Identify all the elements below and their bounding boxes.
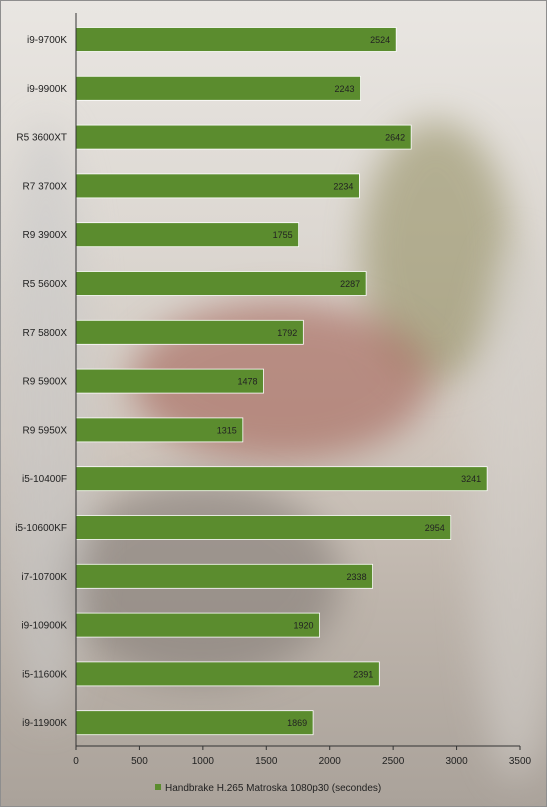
bar [75, 612, 320, 638]
bg-car-right [471, 241, 547, 781]
x-tick-label: 2000 [319, 756, 342, 767]
category-label: R9 5900X [23, 377, 68, 388]
bar [75, 710, 314, 736]
category-label: i9-9900K [27, 84, 67, 95]
bar-value-label: 2954 [425, 523, 445, 533]
bar-value-label: 2391 [353, 669, 373, 679]
bar-value-label: 2524 [370, 35, 390, 45]
x-tick-label: 1000 [192, 756, 215, 767]
bar-value-label: 1792 [277, 328, 297, 338]
x-tick-label: 1500 [255, 756, 278, 767]
bar [75, 222, 300, 248]
bar-value-label: 2338 [347, 572, 367, 582]
bar [75, 173, 360, 199]
category-label: i5-10600KF [15, 523, 67, 534]
category-label: R7 5800X [23, 328, 68, 339]
bar [75, 75, 361, 101]
category-label: i5-11600K [22, 669, 67, 680]
bar [75, 563, 373, 589]
category-label: R9 5950X [23, 425, 68, 436]
category-label: i9-11900K [22, 718, 67, 729]
bar-value-label: 1755 [273, 230, 293, 240]
category-label: i9-10900K [21, 621, 67, 632]
category-label: i5-10400F [22, 474, 67, 485]
legend-swatch [155, 784, 161, 790]
bar-value-label: 2243 [335, 84, 355, 94]
bar-value-label: 3241 [461, 474, 481, 484]
bar [75, 271, 367, 296]
category-label: R5 3600XT [16, 133, 67, 144]
bar-value-label: 1478 [237, 377, 257, 387]
category-label: i9-9700K [27, 35, 67, 46]
x-axis: 0 500 1000 1500 2000 2500 3000 3500 [73, 13, 532, 767]
x-tick-label: 0 [73, 756, 79, 767]
bar [75, 368, 264, 394]
x-tick-label: 3500 [509, 756, 532, 767]
bar-value-label: 2642 [385, 133, 405, 143]
x-tick-label: 2500 [382, 756, 405, 767]
x-tick-label: 3000 [445, 756, 468, 767]
legend: Handbrake H.265 Matroska 1080p30 (second… [155, 783, 381, 794]
category-label: R9 3900X [23, 230, 68, 241]
bar [75, 27, 397, 52]
bar-value-label: 2234 [333, 181, 353, 191]
legend-label: Handbrake H.265 Matroska 1080p30 (second… [165, 783, 381, 794]
x-tick-label: 500 [131, 756, 148, 767]
category-label: R5 5600X [23, 279, 68, 290]
category-label: R7 3700X [23, 181, 68, 192]
bar-value-label: 1920 [294, 621, 314, 631]
bar-value-label: 1869 [287, 718, 307, 728]
bar [75, 319, 304, 345]
bars-layer: 2524 i9-9700K 2243 i9-9900K 2642 R5 3600XT 223… [15, 27, 488, 736]
bar [75, 466, 488, 492]
bar [75, 661, 380, 687]
bar [75, 515, 452, 540]
bar [75, 124, 412, 150]
category-label: i7-10700K [21, 572, 67, 583]
bar-value-label: 2287 [340, 279, 360, 289]
bar-value-label: 1315 [217, 425, 237, 435]
